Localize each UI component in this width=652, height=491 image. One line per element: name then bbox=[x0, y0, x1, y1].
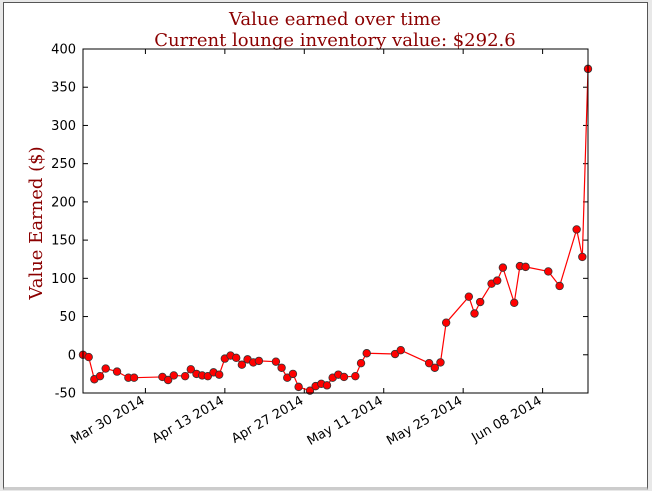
data-point bbox=[396, 345, 405, 355]
data-point bbox=[430, 363, 439, 372]
x-tick-label: May 11 2014 bbox=[305, 393, 386, 448]
data-point bbox=[521, 262, 530, 272]
chart-title: Value earned over time bbox=[228, 9, 441, 30]
data-point bbox=[362, 349, 371, 358]
y-tick-label: 200 bbox=[51, 195, 76, 210]
data-point bbox=[544, 267, 553, 276]
data-point bbox=[436, 358, 445, 367]
y-tick-label: 50 bbox=[59, 310, 76, 325]
data-point bbox=[510, 298, 519, 307]
y-axis-label: Value Earned ($) bbox=[26, 146, 47, 300]
data-point bbox=[288, 369, 298, 379]
chart-subtitle: Current lounge inventory value: $292.6 bbox=[154, 30, 515, 51]
data-point bbox=[572, 225, 581, 234]
data-point bbox=[464, 292, 474, 301]
data-point bbox=[356, 358, 366, 368]
data-point bbox=[95, 371, 105, 381]
y-tick-label: 300 bbox=[51, 119, 76, 134]
line-chart: Value earned over time Current lounge in… bbox=[26, 9, 593, 449]
data-point bbox=[163, 375, 173, 385]
data-point bbox=[470, 309, 479, 318]
data-point bbox=[339, 372, 349, 382]
y-tick-label: 400 bbox=[51, 43, 76, 58]
data-point bbox=[271, 357, 281, 366]
x-tick-label: Apr 13 2014 bbox=[150, 393, 227, 446]
data-point bbox=[277, 363, 286, 372]
plot-frame bbox=[82, 48, 589, 394]
data-point bbox=[351, 371, 360, 381]
data-point bbox=[186, 365, 196, 374]
y-tick-label: 250 bbox=[51, 157, 76, 172]
x-tick-label: Mar 30 2014 bbox=[69, 393, 148, 447]
data-point bbox=[254, 356, 264, 366]
figure-window: Value earned over time Current lounge in… bbox=[3, 2, 648, 490]
data-point bbox=[475, 297, 485, 307]
data-point bbox=[237, 360, 247, 369]
y-tick-label: 0 bbox=[68, 348, 76, 363]
x-tick-label: Apr 27 2014 bbox=[229, 393, 306, 446]
data-point bbox=[294, 382, 303, 392]
data-point bbox=[101, 364, 110, 373]
data-point bbox=[112, 367, 122, 376]
data-point bbox=[493, 276, 502, 285]
data-point bbox=[203, 371, 213, 381]
data-point bbox=[129, 373, 139, 382]
y-tick-label: 100 bbox=[51, 272, 76, 287]
data-point bbox=[424, 358, 434, 368]
x-tick-label: May 25 2014 bbox=[384, 393, 465, 448]
data-point bbox=[441, 318, 451, 327]
series-line bbox=[82, 68, 589, 392]
data-point bbox=[322, 381, 332, 390]
data-point bbox=[214, 370, 224, 379]
y-tick-label: 150 bbox=[51, 234, 76, 249]
y-tick-label: 350 bbox=[51, 81, 76, 96]
data-point bbox=[578, 252, 587, 262]
data-point bbox=[555, 281, 564, 291]
x-tick-label: Jun 08 2014 bbox=[469, 393, 545, 446]
data-point bbox=[390, 349, 400, 359]
data-point bbox=[232, 353, 241, 363]
data-point bbox=[84, 352, 93, 362]
data-point bbox=[283, 373, 292, 382]
data-point bbox=[498, 263, 508, 272]
y-tick-label: -50 bbox=[55, 387, 76, 402]
data-point bbox=[169, 371, 178, 380]
data-point bbox=[180, 371, 190, 381]
